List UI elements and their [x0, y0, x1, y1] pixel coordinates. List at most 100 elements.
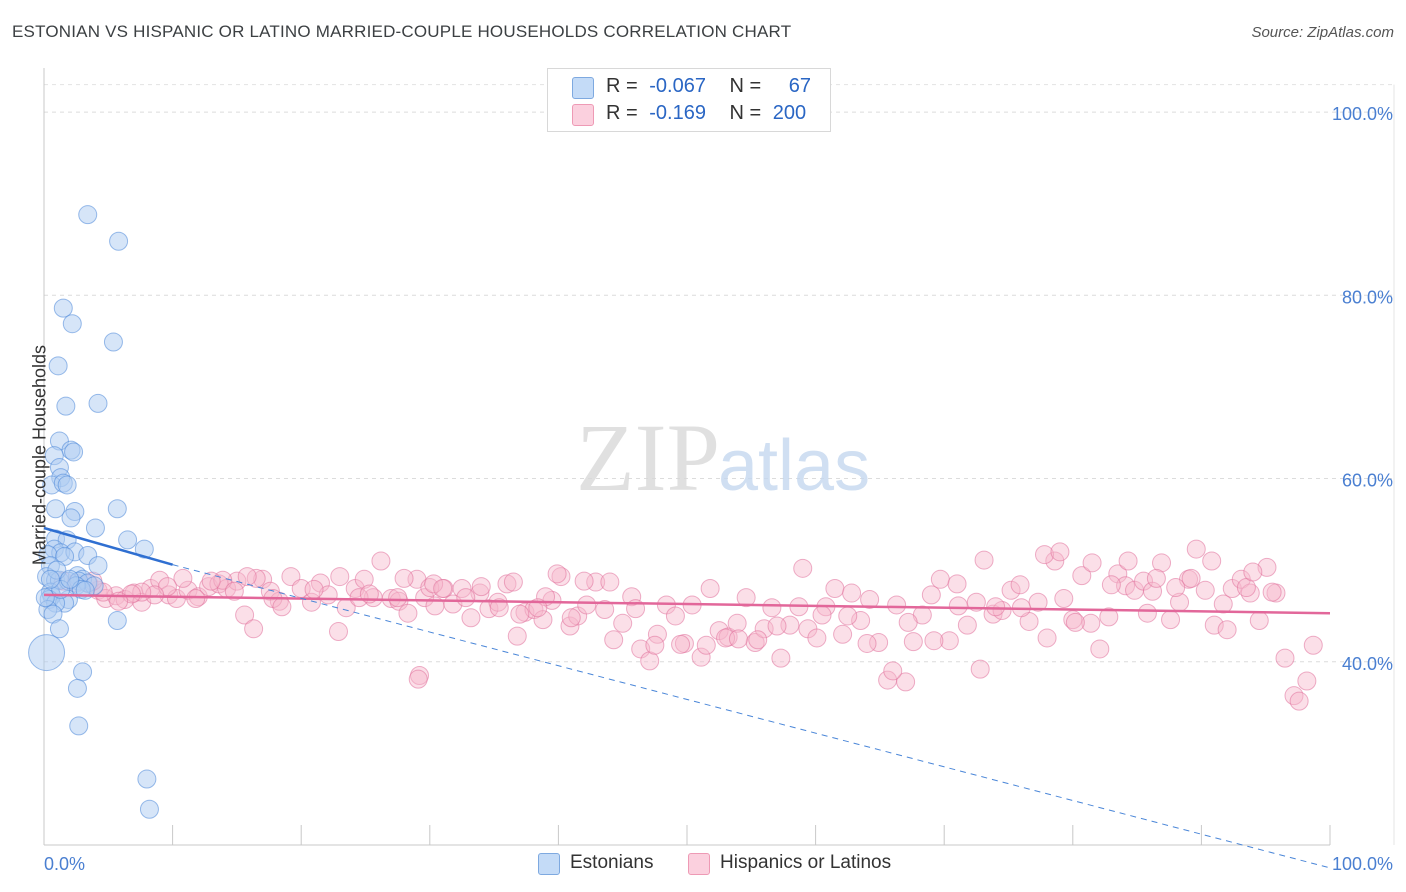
legend-n-label: N = [729, 102, 762, 124]
hispanic-point [1202, 551, 1222, 571]
hispanic-point [851, 611, 871, 631]
hispanic-point [1275, 648, 1295, 668]
hispanic-point [560, 616, 580, 636]
hispanic-point [1195, 580, 1215, 600]
hispanic-point [1166, 578, 1186, 598]
hispanic-point [622, 587, 642, 607]
correlation-legend: R = -0.067 N = 67 R = -0.169 N = 200 [547, 68, 831, 132]
hispanic-point [930, 569, 950, 589]
hispanic-point [1186, 539, 1206, 559]
hispanic-point [1035, 545, 1055, 565]
estonian-point [109, 231, 129, 251]
hispanic-point [647, 624, 667, 644]
hispanic-point [398, 603, 418, 623]
legend-n-value-estonians: 67 [788, 75, 812, 97]
estonian-point [64, 442, 84, 462]
estonian-point [46, 499, 66, 519]
tick-labels: 40.0% 60.0% 80.0% 100.0% 0.0% 100.0% [44, 104, 1393, 874]
hispanic-point [408, 669, 428, 689]
legend-n-value-hispanics: 200 [772, 102, 807, 124]
hispanic-point [1054, 589, 1074, 609]
hispanic-point [696, 635, 716, 655]
hispanic-point [1010, 575, 1030, 595]
hispanic-point [547, 564, 567, 584]
hispanic-point [825, 578, 845, 598]
hispanic-point [173, 568, 193, 588]
hispanic-point [1161, 610, 1181, 630]
hispanic-point [812, 605, 832, 625]
hispanic-point [986, 597, 1006, 617]
hispanic-point [1204, 615, 1224, 635]
hispanic-point [898, 612, 918, 632]
hispanic-point [604, 630, 624, 650]
axes [43, 68, 1331, 846]
estonian-point [57, 475, 77, 495]
hispanic-point [665, 606, 685, 626]
estonian-point [103, 332, 123, 352]
x-tick-label: 0.0% [44, 854, 85, 874]
hispanic-point [1090, 639, 1110, 659]
y-tick-label: 40.0% [1342, 654, 1393, 674]
hispanic-point [1072, 566, 1092, 586]
hispanic-point [966, 592, 986, 612]
estonian-point [40, 569, 60, 589]
hispanic-point [415, 588, 435, 608]
hispanic-point [1249, 611, 1269, 631]
hispanic-point [394, 568, 414, 588]
estonian-point [62, 314, 82, 334]
hispanic-point [974, 550, 994, 570]
hispanic-point [838, 606, 858, 626]
hispanic-point [762, 598, 782, 618]
hispanic-point [433, 578, 453, 598]
hispanic-point [1284, 686, 1304, 706]
hispanic-point [1081, 613, 1101, 633]
hispanic-point [304, 579, 324, 599]
hispanic-point [354, 569, 374, 589]
hispanic-point [948, 596, 968, 616]
hispanic-point [645, 635, 665, 655]
trend-lines [43, 526, 1331, 869]
hispanic-point [461, 608, 481, 628]
hispanic-point [1108, 564, 1128, 584]
x-tick-label: 100.0% [1332, 854, 1393, 874]
hispanic-point [896, 672, 916, 692]
hispanic-point [452, 578, 472, 598]
hispanic-point [388, 588, 408, 608]
hispanic-point [970, 659, 990, 679]
legend-swatch-estonians [572, 77, 594, 99]
hispanic-point [328, 622, 348, 642]
hispanic-point [507, 626, 527, 646]
estonian-point [88, 393, 108, 413]
hispanic-point [671, 634, 691, 654]
estonian-point [53, 298, 73, 318]
hispanic-point [1257, 557, 1277, 577]
legend-swatch-hispanics [572, 104, 594, 126]
hispanic-point [1152, 553, 1172, 573]
hispanic-point [924, 631, 944, 651]
hispanic-point [640, 651, 660, 671]
estonian-point [118, 530, 138, 550]
hispanic-point [1082, 553, 1102, 573]
hispanic-point [150, 570, 170, 590]
estonian-point [35, 588, 55, 608]
hispanic-point [577, 595, 597, 615]
hispanic-point [224, 581, 244, 601]
legend-r-label: R = [606, 75, 638, 97]
hispanic-point [992, 600, 1012, 620]
hispanic-point [1240, 583, 1260, 603]
hispanic-point [1137, 603, 1157, 623]
hispanic-point [883, 661, 903, 681]
hispanic-point [727, 613, 747, 633]
hispanic-point [1146, 568, 1166, 588]
hispanic-point [921, 585, 941, 605]
hispanic-point [497, 574, 517, 594]
hispanic-point [771, 648, 791, 668]
hispanic-point [842, 583, 862, 603]
estonian-point [61, 508, 81, 528]
hispanic-point [1099, 607, 1119, 627]
hispanic-point [178, 580, 198, 600]
estonian-trend-extension [172, 564, 1331, 869]
hispanic-point [1101, 575, 1121, 595]
hispanic-point [330, 567, 350, 587]
